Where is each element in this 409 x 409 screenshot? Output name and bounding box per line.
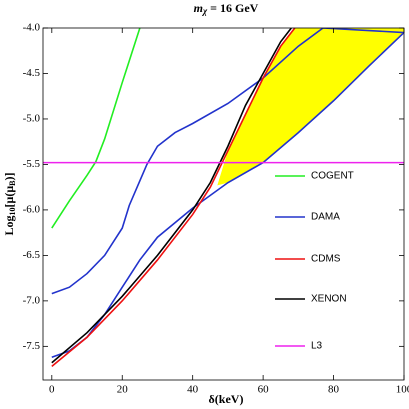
legend-label: L3: [311, 341, 323, 352]
y-tick-label: -7.0: [23, 294, 41, 306]
x-tick-label: 20: [117, 384, 129, 396]
legend-label: CDMS: [311, 254, 341, 265]
x-tick-label: 60: [258, 384, 270, 396]
chart-title: mχ = 16 GeV: [194, 1, 259, 16]
legend-label: COGENT: [311, 171, 354, 182]
y-tick-label: -6.0: [23, 203, 41, 215]
legend-label: DAMA: [311, 212, 340, 223]
plot-frame: [42, 27, 405, 381]
x-axis-label: δ(keV): [209, 392, 244, 406]
series-line: [51, 28, 296, 367]
series-line: [51, 28, 404, 359]
allowed-region: [217, 28, 404, 186]
y-tick-label: -4.0: [23, 22, 41, 34]
y-label-sub: 10: [8, 207, 17, 215]
x-tick-label: 100: [396, 384, 409, 396]
y-label-end: )]: [2, 173, 16, 181]
y-tick-label: -5.0: [23, 112, 41, 124]
legend-label: XENON: [311, 294, 347, 305]
title-main: m: [194, 1, 203, 15]
y-label-post: [μ(μ: [2, 186, 16, 208]
y-axis-label: Log10[μ(μB)]: [2, 173, 17, 236]
x-tick-label: 40: [187, 384, 199, 396]
y-tick-label: -7.5: [23, 340, 41, 352]
y-tick-label: -4.5: [23, 67, 41, 79]
y-label-sub2: B: [8, 180, 17, 186]
y-label-pre: Log: [2, 215, 16, 235]
y-tick-label: -6.5: [23, 249, 41, 261]
y-tick-label: -5.5: [23, 158, 41, 170]
series-line: [51, 28, 141, 229]
x-tick-label: 80: [328, 384, 340, 396]
title-sub: χ: [201, 6, 208, 16]
series-line: [51, 28, 292, 364]
x-tick-label: 0: [49, 384, 55, 396]
title-rest: = 16 GeV: [207, 1, 258, 15]
